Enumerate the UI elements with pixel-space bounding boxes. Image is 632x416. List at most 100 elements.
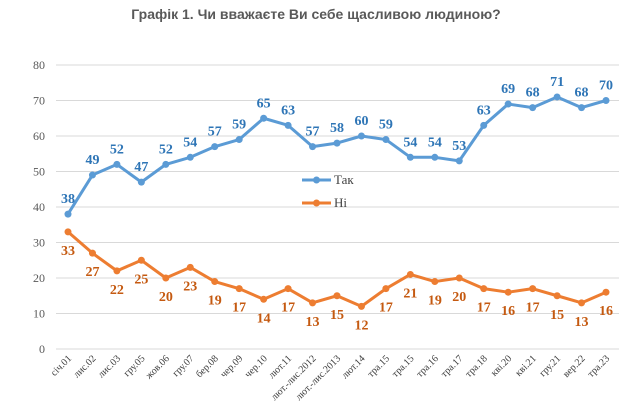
data-label: 19 (208, 294, 222, 309)
data-label: 20 (159, 290, 173, 305)
legend: Так Ні (302, 172, 354, 210)
y-tick-label: 50 (33, 165, 45, 179)
data-point (235, 136, 243, 144)
data-label: 59 (379, 118, 393, 133)
data-label: 17 (281, 301, 295, 316)
data-label: 38 (61, 192, 75, 207)
data-label: 13 (306, 315, 320, 330)
x-tick-label: січ.01 (49, 353, 74, 378)
data-label: 54 (403, 135, 417, 150)
data-point (260, 114, 268, 122)
series-group: 38 49 52 47 52 54 57 59 65 63 57 58 60 59 54 54 53 63 69 68… (61, 75, 613, 333)
data-label: 71 (550, 75, 564, 90)
y-tick-label: 80 (33, 58, 45, 72)
data-label: 15 (550, 308, 564, 323)
data-label: 15 (330, 308, 344, 323)
data-label: 57 (208, 125, 222, 140)
data-point (137, 256, 145, 264)
y-tick-label: 30 (33, 236, 45, 250)
gridlines (56, 64, 619, 350)
data-label: 53 (452, 139, 466, 154)
series-ni: 33 27 22 25 20 23 19 17 14 17 13 15 12 17 21 19 20 17 16 17… (61, 228, 613, 333)
y-tick-label: 70 (33, 94, 45, 108)
legend-item-ni: Ні (302, 195, 347, 210)
x-axis: січ.01лис.02лис.03гру.05жов.06гру.07бер.… (49, 353, 612, 403)
legend-label: Ні (334, 195, 347, 210)
data-label: 17 (526, 301, 540, 316)
data-label: 58 (330, 121, 344, 136)
legend-swatch-marker (313, 176, 320, 184)
x-tick-label: бер.08 (194, 353, 221, 380)
data-label: 17 (477, 301, 491, 316)
data-label: 68 (526, 86, 540, 101)
x-tick-label: тра.18 (463, 353, 489, 379)
data-label: 16 (599, 304, 613, 319)
data-label: 63 (477, 103, 491, 118)
data-label: 14 (257, 311, 271, 326)
data-label: 23 (183, 279, 197, 294)
x-tick-label: лют.14 (340, 353, 368, 381)
chart-title: Графік 1. Чи вважаєте Ви себе щасливою л… (131, 6, 501, 22)
y-tick-label: 60 (33, 129, 45, 143)
data-point (553, 93, 561, 101)
data-point (357, 132, 365, 140)
data-point (235, 285, 243, 293)
x-tick-label: гру.07 (171, 353, 197, 379)
data-point (113, 267, 121, 275)
data-point (333, 292, 341, 300)
y-tick-label: 10 (33, 307, 45, 321)
legend-swatch-marker (313, 199, 320, 207)
x-tick-label: чер.09 (218, 353, 245, 380)
data-label: 54 (428, 135, 442, 150)
data-point (309, 299, 317, 307)
data-point (284, 285, 292, 293)
data-label: 52 (159, 142, 173, 157)
data-point (162, 160, 170, 168)
data-point (88, 249, 96, 257)
data-label: 21 (403, 286, 417, 301)
data-point (357, 302, 365, 310)
data-label: 63 (281, 103, 295, 118)
data-label: 47 (134, 160, 148, 175)
data-label: 54 (183, 135, 197, 150)
data-point (309, 143, 317, 151)
x-tick-label: кві.20 (489, 353, 514, 378)
data-label: 19 (428, 294, 442, 309)
data-point (431, 153, 439, 161)
data-point (455, 274, 463, 282)
data-point (406, 270, 414, 278)
data-label: 49 (85, 153, 99, 168)
data-point (211, 143, 219, 151)
data-point (186, 263, 194, 271)
data-point (260, 295, 268, 303)
data-label: 17 (379, 301, 393, 316)
data-point (480, 285, 488, 293)
x-tick-label: чер.10 (243, 353, 270, 380)
data-label: 13 (575, 315, 589, 330)
data-label: 22 (110, 283, 124, 298)
data-label: 57 (306, 125, 320, 140)
data-point (553, 292, 561, 300)
data-label: 52 (110, 142, 124, 157)
data-point (406, 153, 414, 161)
x-tick-label: тра.16 (414, 353, 440, 379)
data-point (64, 210, 72, 218)
legend-label: Так (334, 172, 354, 187)
data-point (64, 228, 72, 236)
data-point (431, 278, 439, 286)
data-label: 59 (232, 118, 246, 133)
x-tick-label: тра.17 (439, 353, 465, 379)
y-axis: 0 10 20 30 40 50 60 70 80 (33, 58, 45, 356)
data-point (162, 274, 170, 282)
data-point (333, 139, 341, 147)
data-label: 33 (61, 244, 75, 259)
x-tick-label: гру.21 (537, 353, 563, 379)
data-point (602, 288, 610, 296)
data-point (137, 178, 145, 186)
x-tick-label: лис.02 (72, 353, 99, 380)
data-point (529, 104, 537, 112)
data-label: 69 (501, 82, 515, 97)
y-tick-label: 20 (33, 271, 45, 285)
x-tick-label: вер.22 (561, 353, 588, 380)
